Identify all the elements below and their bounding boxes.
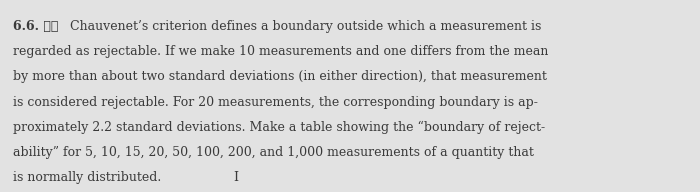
Text: regarded as rejectable. If we make 10 measurements and one differs from the mean: regarded as rejectable. If we make 10 me… xyxy=(13,45,548,58)
Text: is considered rejectable. For 20 measurements, the corresponding boundary is ap-: is considered rejectable. For 20 measure… xyxy=(13,96,538,109)
Text: is normally distributed.: is normally distributed. xyxy=(13,171,161,184)
Text: 6.6. ★★: 6.6. ★★ xyxy=(13,20,58,33)
Text: proximately 2.2 standard deviations. Make a table showing the “boundary of rejec: proximately 2.2 standard deviations. Mak… xyxy=(13,121,545,134)
Text: I: I xyxy=(233,171,238,184)
Text: Chauvenet’s criterion defines a boundary outside which a measurement is: Chauvenet’s criterion defines a boundary… xyxy=(58,20,541,33)
Text: ability” for 5, 10, 15, 20, 50, 100, 200, and 1,000 measurements of a quantity t: ability” for 5, 10, 15, 20, 50, 100, 200… xyxy=(13,146,533,159)
Text: by more than about two standard deviations (in either direction), that measureme: by more than about two standard deviatio… xyxy=(13,70,547,84)
